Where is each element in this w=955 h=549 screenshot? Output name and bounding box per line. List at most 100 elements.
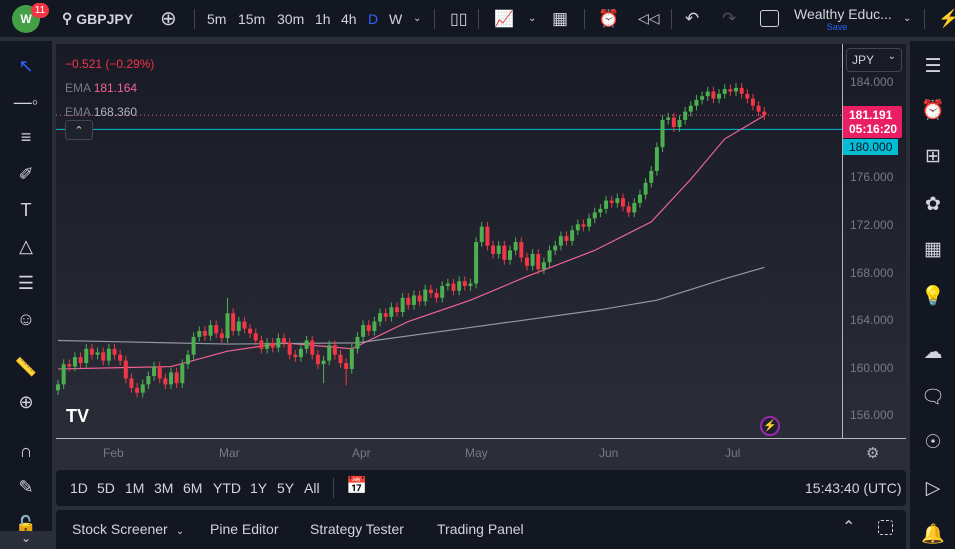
interval-4h[interactable]: 4h xyxy=(341,10,357,27)
divider xyxy=(924,9,925,29)
fullscreen-square-icon[interactable] xyxy=(760,0,779,37)
currency-dropdown[interactable]: JPY ⌄ xyxy=(846,48,902,72)
emoji-icon[interactable]: ☺ xyxy=(16,308,36,329)
candle-body xyxy=(327,345,332,361)
cursor-icon[interactable]: ↖ xyxy=(18,55,34,76)
interval-5m[interactable]: 5m xyxy=(207,10,227,27)
zoom-in-icon[interactable]: ⊕ xyxy=(18,391,34,412)
layout-chevron-icon[interactable]: ⌄ xyxy=(903,13,912,24)
brush-icon[interactable]: ✐ xyxy=(18,163,34,184)
interval-dropdown-chevron-icon[interactable]: ⌄ xyxy=(413,13,422,24)
trend-line-icon[interactable]: —◦ xyxy=(13,91,39,112)
magnet-icon[interactable]: ∩ xyxy=(19,440,33,461)
maximize-panel-icon[interactable] xyxy=(878,520,893,535)
pattern-icon[interactable]: △ xyxy=(19,235,33,256)
range-5y[interactable]: 5Y xyxy=(277,480,295,496)
ruler-icon[interactable]: 📏 xyxy=(14,356,38,377)
templates-grid-icon[interactable]: ▦ xyxy=(552,8,569,28)
streams-play-icon[interactable]: ▷ xyxy=(925,477,941,499)
notifications-bell-icon[interactable]: 🔔 xyxy=(921,524,945,545)
horizontal-lines-icon[interactable]: ≡ xyxy=(20,126,32,147)
text-icon[interactable]: T xyxy=(20,199,32,220)
time-axis-separator xyxy=(56,438,906,439)
tab-trading-panel[interactable]: Trading Panel xyxy=(437,521,524,537)
symbol-search-button[interactable]: ⚲ GBPJPY xyxy=(62,0,133,37)
utc-clock[interactable]: 15:43:40 (UTC) xyxy=(805,480,902,496)
candle-body xyxy=(197,330,202,337)
prediction-icon[interactable]: ☰ xyxy=(17,272,35,293)
go-to-date-calendar-icon[interactable]: 📅 xyxy=(346,476,368,495)
settings-gear-icon[interactable]: ⚙ xyxy=(866,445,880,462)
indicators-icon[interactable]: 📈 xyxy=(494,10,514,28)
candle-body xyxy=(728,89,733,92)
quick-search-icon[interactable]: ⚡ xyxy=(938,8,955,28)
alert-icon[interactable]: ⏰ xyxy=(598,8,620,28)
chart-pane[interactable]: −0.521 (−0.29%) EMA 181.164 EMA 168.360 … xyxy=(56,44,906,466)
range-1d[interactable]: 1D xyxy=(70,480,88,496)
time-tick: Feb xyxy=(103,446,124,460)
candle-body xyxy=(236,321,241,331)
replay-icon[interactable]: ◁◁ xyxy=(638,10,660,26)
redo-icon[interactable]: ↷ xyxy=(722,8,737,28)
ideas-bulb-icon[interactable]: 💡 xyxy=(921,286,945,307)
range-3m[interactable]: 3M xyxy=(154,480,174,496)
cloud-icon[interactable]: ☁ xyxy=(923,341,943,363)
candle-body xyxy=(637,194,642,203)
candle-body xyxy=(202,330,207,336)
range-6m[interactable]: 6M xyxy=(183,480,203,496)
range-1m[interactable]: 1M xyxy=(125,480,145,496)
undo-icon[interactable]: ↶ xyxy=(685,8,700,28)
time-tick: Apr xyxy=(352,446,371,460)
interval-1h[interactable]: 1h xyxy=(315,10,331,27)
range-ytd[interactable]: YTD xyxy=(213,480,241,496)
candle-body xyxy=(282,338,286,343)
lock-drawings-icon[interactable]: ✎ xyxy=(18,476,34,497)
tab-pine-editor[interactable]: Pine Editor xyxy=(210,521,279,537)
save-button[interactable]: Save xyxy=(826,22,848,32)
range-1y[interactable]: 1Y xyxy=(250,480,268,496)
candle-body xyxy=(739,87,744,94)
ema-label: EMA xyxy=(65,105,91,119)
price-chart[interactable] xyxy=(56,44,906,466)
interval-15m[interactable]: 15m xyxy=(238,10,266,27)
price-change: −0.521 (−0.29%) xyxy=(65,57,155,71)
chat-icon[interactable]: 🗨 xyxy=(920,387,946,408)
collapse-legend-button[interactable]: ⌃ xyxy=(65,120,93,140)
watchlist-icon[interactable]: ☰ xyxy=(924,55,942,77)
candle-body xyxy=(321,360,326,365)
candle-body xyxy=(293,354,298,358)
chevron-down-icon: ⌄ xyxy=(887,51,896,62)
calendar-icon[interactable]: ▦ xyxy=(924,238,942,260)
indicators-chevron-icon[interactable]: ⌄ xyxy=(528,13,537,24)
price-tick: 168.000 xyxy=(850,266,894,280)
candle-body xyxy=(191,336,196,355)
range-all[interactable]: All xyxy=(304,480,320,496)
interval-d[interactable]: D xyxy=(368,10,379,27)
expand-panel-chevron-up-icon[interactable]: ⌃ xyxy=(842,519,856,536)
tab-stock-screener[interactable]: Stock Screener ⌄ xyxy=(72,521,184,537)
candle-body xyxy=(174,372,179,384)
chevron-down-icon: ⌄ xyxy=(175,526,185,537)
collapse-toolbar-button[interactable]: ⌄ xyxy=(0,531,52,549)
bottom-panel: Stock Screener ⌄ Pine Editor Strategy Tes… xyxy=(56,510,906,549)
alarm-clock-icon[interactable]: ⏰ xyxy=(921,100,945,121)
help-bulb-icon[interactable]: ☉ xyxy=(924,431,942,453)
time-tick: Jul xyxy=(725,446,741,460)
candle-body xyxy=(112,348,117,355)
candle-body xyxy=(671,117,676,128)
tab-strategy-tester[interactable]: Strategy Tester xyxy=(310,521,404,537)
interval-w[interactable]: W xyxy=(389,10,403,27)
candles-chart-type-icon[interactable]: ▯▯ xyxy=(450,10,468,28)
compare-symbol-button[interactable]: ⊕ xyxy=(160,0,177,37)
range-5d[interactable]: 5D xyxy=(97,480,115,496)
interval-30m[interactable]: 30m xyxy=(277,10,305,27)
add-list-icon[interactable]: ⊞ xyxy=(925,145,941,167)
unlock-icon[interactable]: 🔓 xyxy=(14,514,38,535)
candle-body xyxy=(406,297,411,305)
lightning-event-icon[interactable]: ⚡ xyxy=(760,416,780,436)
candle-body xyxy=(276,338,281,348)
candle-body xyxy=(253,333,258,341)
hotlists-flame-icon[interactable]: ✿ xyxy=(925,193,941,215)
candle-body xyxy=(248,328,253,334)
layout-name-button[interactable]: Wealthy Educ... Save xyxy=(794,6,894,32)
